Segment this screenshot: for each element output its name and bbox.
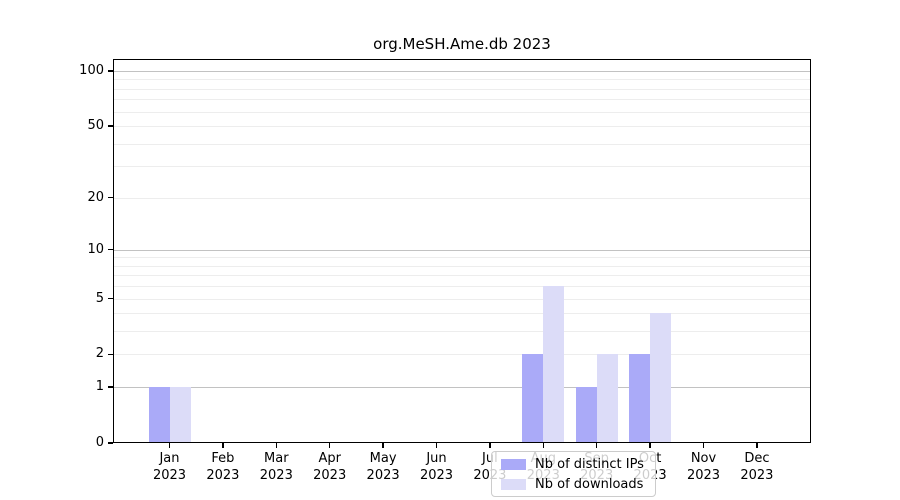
x-tick: [756, 443, 758, 448]
y-tick: [108, 70, 113, 72]
y-tick-label: 2: [95, 346, 104, 362]
x-tick: [382, 443, 384, 448]
y-tick-label: 100: [79, 62, 104, 78]
bar-jan-ips: [148, 387, 170, 443]
y-tick-label: 10: [87, 241, 104, 257]
gridline-minor: [113, 298, 811, 300]
y-tick: [108, 196, 113, 199]
x-tick: [542, 443, 544, 448]
y-tick-label: 20: [87, 189, 104, 205]
x-tick-label-month: Dec: [744, 451, 770, 466]
bar-oct-downloads: [650, 313, 672, 443]
x-tick-label-year: 2023: [740, 468, 774, 483]
gridline-minor: [113, 275, 811, 277]
x-tick: [435, 443, 438, 448]
y-tick-label: 50: [87, 118, 104, 133]
x-tick-label-month: Jun: [426, 451, 447, 466]
bar-sep-ips: [575, 387, 597, 443]
x-tick: [329, 443, 331, 448]
legend-label-downloads: Nb of downloads: [535, 476, 644, 492]
gridline-minor: [113, 143, 811, 145]
x-tick-label: Feb 2023: [191, 450, 255, 484]
plot-area: Nb of distinct IPs Nb of downloads: [113, 59, 811, 497]
x-tick-label: Jun 2023: [405, 450, 469, 484]
gridline-minor: [113, 331, 811, 333]
legend-item-downloads: Nb of downloads: [501, 477, 646, 492]
x-tick-label-month: Mar: [264, 451, 289, 466]
x-tick-label-year: 2023: [259, 468, 293, 483]
x-tick-label: Jan 2023: [138, 450, 202, 484]
x-tick: [275, 443, 277, 448]
gridline-minor: [113, 286, 811, 288]
x-tick-label: Dec 2023: [725, 450, 789, 484]
x-tick-label-month: May: [369, 451, 397, 466]
bar-aug-ips: [522, 354, 544, 443]
y-tick-label: 0: [95, 435, 104, 450]
y-tick: [108, 248, 113, 251]
gridline-minor: [113, 79, 811, 81]
legend-item-distinct-ips: Nb of distinct IPs: [501, 457, 646, 472]
gridline-minor: [113, 111, 811, 113]
gridline-minor: [113, 126, 811, 127]
y-tick: [108, 297, 113, 300]
gridline-minor: [113, 265, 811, 267]
x-tick-label-month: Feb: [211, 451, 235, 466]
x-tick-label-year: 2023: [686, 468, 721, 483]
x-tick-label-month: Jan: [159, 451, 180, 466]
x-tick: [222, 443, 224, 448]
gridline-minor: [113, 313, 811, 315]
gridline-major: [113, 249, 811, 251]
x-tick-label: Apr 2023: [298, 450, 362, 484]
legend: Nb of distinct IPs Nb of downloads: [491, 451, 656, 497]
gridline-major: [113, 70, 811, 72]
y-tick-label: 5: [95, 290, 104, 306]
x-tick-label-year: 2023: [206, 468, 240, 483]
bar-aug-downloads: [543, 286, 565, 443]
x-tick-label: May 2023: [351, 450, 415, 484]
chart-title: org.MeSH.Ame.db 2023: [373, 35, 551, 53]
gridline-minor: [113, 354, 811, 356]
gridline-minor: [113, 257, 811, 259]
x-tick: [596, 443, 598, 448]
x-tick-label-year: 2023: [313, 468, 347, 483]
y-tick-label: 1: [95, 379, 104, 395]
gridline-minor: [113, 88, 811, 90]
x-tick-label-month: Nov: [690, 451, 717, 466]
bar-jan-downloads: [169, 387, 191, 443]
x-tick-label-month: Apr: [318, 451, 341, 466]
x-tick-label: Mar 2023: [244, 450, 308, 484]
x-tick: [168, 443, 171, 448]
x-tick-label-year: 2023: [366, 468, 400, 483]
y-tick: [108, 353, 113, 356]
y-tick: [108, 125, 113, 127]
x-tick-label-year: 2023: [419, 468, 454, 483]
legend-swatch-distinct-ips: [501, 458, 526, 470]
x-tick: [702, 443, 705, 448]
bar-oct-ips: [629, 354, 651, 443]
legend-label-distinct-ips: Nb of distinct IPs: [535, 456, 644, 472]
x-tick-label-year: 2023: [152, 468, 187, 483]
legend-swatch-downloads: [501, 478, 526, 490]
x-tick-label: Nov 2023: [672, 450, 736, 484]
plot-frame: [113, 59, 811, 443]
gridline-minor: [113, 197, 811, 199]
gridline-major: [113, 387, 811, 389]
y-tick: [108, 386, 113, 388]
bar-sep-downloads: [596, 354, 618, 443]
y-tick: [108, 442, 113, 444]
gridline-minor: [113, 99, 811, 101]
gridline-minor: [113, 166, 811, 168]
x-tick: [489, 443, 491, 448]
x-tick: [649, 443, 651, 448]
